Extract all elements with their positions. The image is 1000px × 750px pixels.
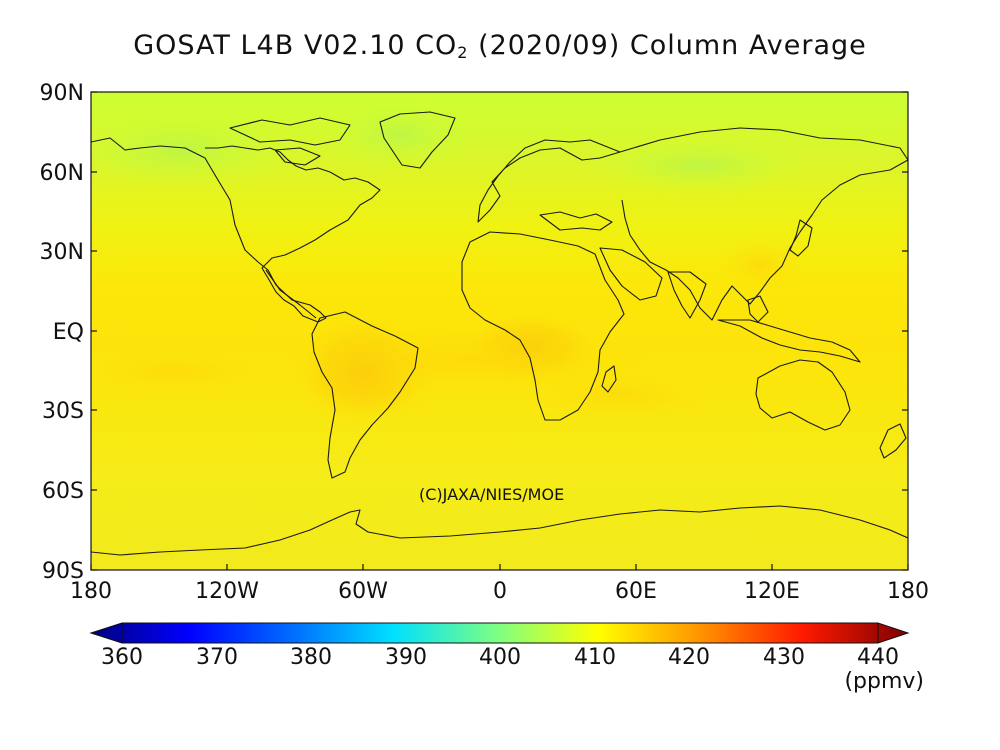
chart-title: GOSAT L4B V02.10 CO2 (2020/09) Column Av… [133,30,867,62]
y-tick-eq: EQ [53,320,84,345]
y-tick-90n: 90N [40,81,84,106]
colorbar-tick-380: 380 [290,645,332,670]
credit-text: (C)JAXA/NIES/MOE [419,485,564,504]
colorbar-tick-400: 400 [479,645,521,670]
colorbar-dividers [121,623,879,643]
colorbar-tick-390: 390 [385,645,427,670]
y-tick-90s: 90S [42,559,84,584]
x-tick-60w: 60W [338,579,388,604]
colorbar-tick-410: 410 [574,645,616,670]
colorbar-tick-440: 440 [857,645,899,670]
colorbar-tick-430: 430 [763,645,805,670]
colorbar-unit: (ppmv) [844,669,924,694]
x-tick-60e: 60E [615,579,657,604]
colorbar-tick-360: 360 [101,645,143,670]
x-tick-180e: 180 [887,579,929,604]
y-tick-30n: 30N [40,240,84,265]
x-tick-120w: 120W [195,579,259,604]
tick-marks [90,91,909,571]
co2-field [91,92,908,570]
y-tick-60n: 60N [40,161,84,186]
colorbar: 360 370 380 390 400 410 420 430 440 (ppm… [89,622,924,694]
x-tick-120e: 120E [744,579,800,604]
colorbar-tick-370: 370 [196,645,238,670]
x-tick-0: 0 [493,579,507,604]
y-tick-30s: 30S [42,399,84,424]
y-tick-60s: 60S [42,479,84,504]
x-tick-180w: 180 [70,579,112,604]
colorbar-tick-420: 420 [668,645,710,670]
coastlines [91,111,908,556]
